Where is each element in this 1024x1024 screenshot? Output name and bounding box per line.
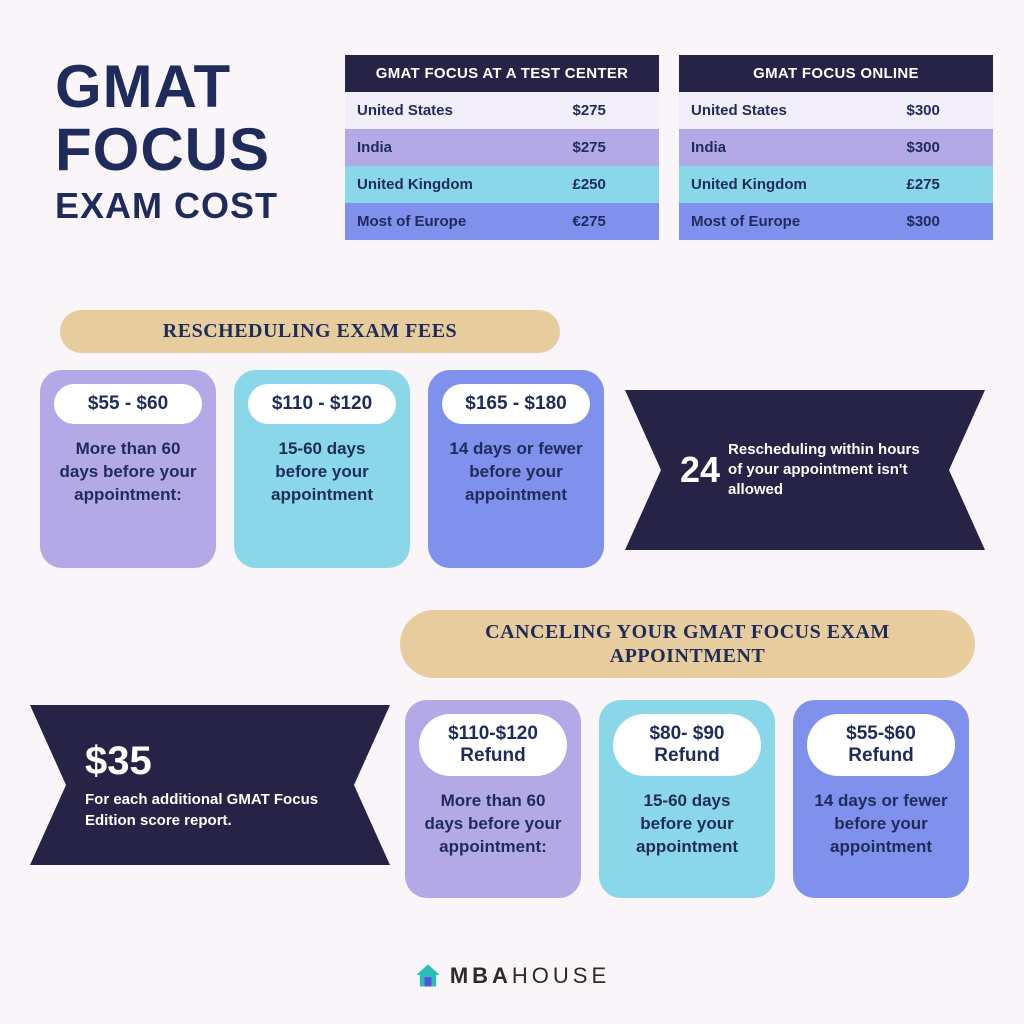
brand-bold: MBA: [450, 963, 512, 988]
cancel-header: CANCELING YOUR GMAT FOCUS EXAM APPOINTME…: [400, 610, 975, 678]
reschedule-callout: 24 Rescheduling within hours of your app…: [625, 390, 985, 550]
pill-label: CANCELING YOUR GMAT FOCUS EXAM APPOINTME…: [400, 610, 975, 678]
reschedule-cards: $55 - $60 More than 60 days before your …: [40, 370, 604, 568]
callout-text: Rescheduling within hours of your appoin…: [728, 440, 935, 501]
pill-label: RESCHEDULING EXAM FEES: [60, 310, 560, 353]
cancel-cards: $110-$120 Refund More than 60 days befor…: [405, 700, 969, 898]
price-chip: $55-$60 Refund: [807, 714, 955, 776]
cell-price: $275: [519, 92, 659, 129]
title-line1: GMAT: [55, 55, 278, 118]
refund-card: $80- $90 Refund 15-60 days before your a…: [599, 700, 775, 898]
cell-label: United Kingdom: [345, 166, 519, 203]
cell-price: $300: [853, 203, 993, 240]
card-body: More than 60 days before your appointmen…: [54, 438, 202, 507]
cell-price: £250: [519, 166, 659, 203]
card-body: 15-60 days before your appointment: [613, 790, 761, 859]
cell-label: United States: [679, 92, 853, 129]
refund-card: $110-$120 Refund More than 60 days befor…: [405, 700, 581, 898]
table-row: India $275: [345, 129, 659, 166]
cell-price: $275: [519, 129, 659, 166]
table-row: United States $275: [345, 92, 659, 129]
brand-light: HOUSE: [512, 963, 610, 988]
pricing-tables: GMAT FOCUS AT A TEST CENTER United State…: [345, 55, 993, 240]
table-header: GMAT FOCUS ONLINE: [679, 55, 993, 92]
score-report-callout: $35 For each additional GMAT Focus Editi…: [30, 705, 390, 865]
price-chip: $110 - $120: [248, 384, 396, 424]
fee-card: $55 - $60 More than 60 days before your …: [40, 370, 216, 568]
table-test-center: GMAT FOCUS AT A TEST CENTER United State…: [345, 55, 659, 240]
cell-label: Most of Europe: [345, 203, 519, 240]
table-row: United Kingdom £250: [345, 166, 659, 203]
table-row: United Kingdom £275: [679, 166, 993, 203]
fee-card: $110 - $120 15-60 days before your appoi…: [234, 370, 410, 568]
cell-price: $300: [853, 92, 993, 129]
callout-number: 24: [680, 449, 720, 491]
callout-number: $35: [85, 739, 152, 784]
fee-card: $165 - $180 14 days or fewer before your…: [428, 370, 604, 568]
cell-label: United States: [345, 92, 519, 129]
table-online: GMAT FOCUS ONLINE United States $300 Ind…: [679, 55, 993, 240]
footer-logo: MBAHOUSE: [0, 962, 1024, 990]
table-row: Most of Europe $300: [679, 203, 993, 240]
price-chip: $55 - $60: [54, 384, 202, 424]
title-line2: FOCUS: [55, 118, 278, 181]
cell-price: £275: [853, 166, 993, 203]
callout-text: For each additional GMAT Focus Edition s…: [85, 790, 342, 831]
table-row: United States $300: [679, 92, 993, 129]
page-title: GMAT FOCUS EXAM COST: [55, 55, 278, 225]
cell-label: India: [679, 129, 853, 166]
card-body: 14 days or fewer before your appointment: [807, 790, 955, 859]
price-chip: $110-$120 Refund: [419, 714, 567, 776]
cell-price: €275: [519, 203, 659, 240]
cell-label: United Kingdom: [679, 166, 853, 203]
brand-name: MBAHOUSE: [450, 963, 610, 989]
table-row: Most of Europe €275: [345, 203, 659, 240]
reschedule-header: RESCHEDULING EXAM FEES: [60, 310, 560, 353]
cell-price: $300: [853, 129, 993, 166]
price-chip: $80- $90 Refund: [613, 714, 761, 776]
house-icon: [414, 962, 442, 990]
card-body: 14 days or fewer before your appointment: [442, 438, 590, 507]
table-header: GMAT FOCUS AT A TEST CENTER: [345, 55, 659, 92]
card-body: 15-60 days before your appointment: [248, 438, 396, 507]
price-chip: $165 - $180: [442, 384, 590, 424]
table-row: India $300: [679, 129, 993, 166]
card-body: More than 60 days before your appointmen…: [419, 790, 567, 859]
refund-card: $55-$60 Refund 14 days or fewer before y…: [793, 700, 969, 898]
cell-label: Most of Europe: [679, 203, 853, 240]
title-line3: EXAM COST: [55, 187, 278, 225]
cell-label: India: [345, 129, 519, 166]
